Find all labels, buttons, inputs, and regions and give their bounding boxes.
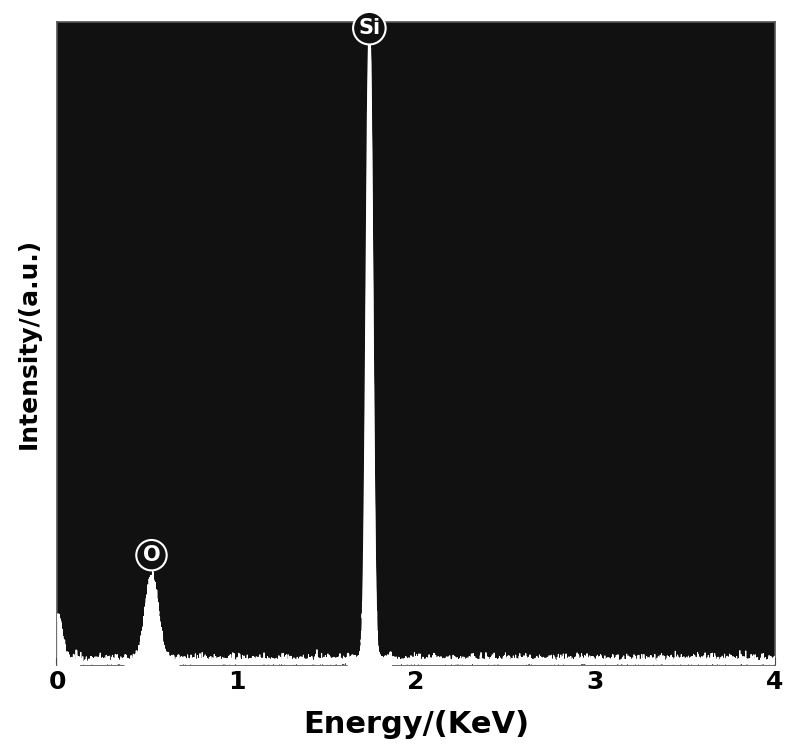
Y-axis label: Intensity/(a.u.): Intensity/(a.u.) <box>17 238 41 449</box>
X-axis label: Energy/(KeV): Energy/(KeV) <box>303 711 529 739</box>
Text: Si: Si <box>358 18 381 39</box>
Text: O: O <box>142 545 160 565</box>
